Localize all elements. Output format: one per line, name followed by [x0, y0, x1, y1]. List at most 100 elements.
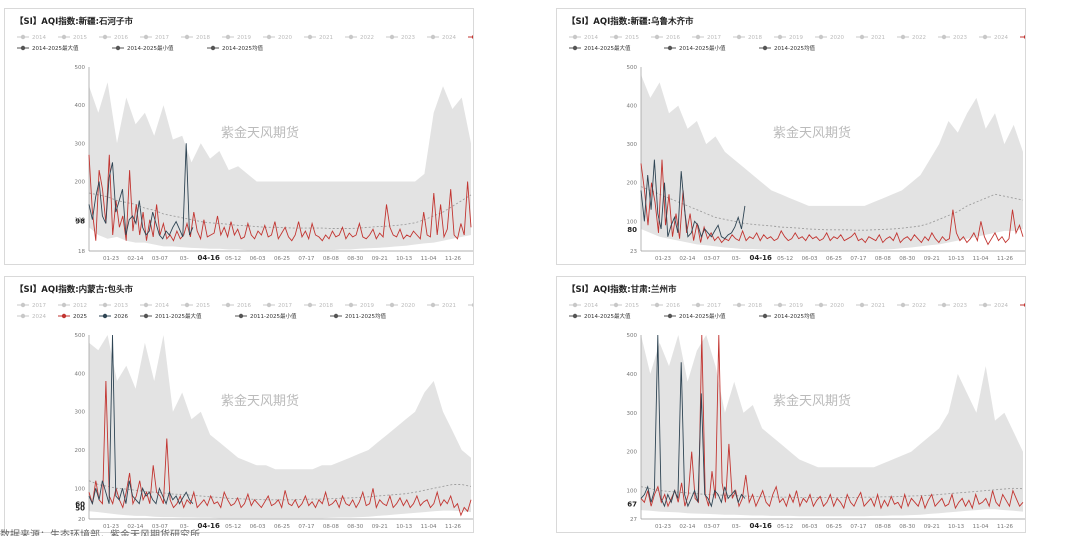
series-line-2026 — [640, 159, 746, 240]
legend-item[interactable]: 2022 — [897, 302, 926, 309]
svg-text:2021: 2021 — [871, 35, 885, 41]
legend-item[interactable]: 2021 — [856, 34, 885, 41]
legend-item[interactable]: 2025 — [58, 313, 87, 320]
legend-item[interactable]: 2025 — [1020, 35, 1026, 41]
legend-item[interactable]: 2020 — [815, 34, 844, 41]
legend-item[interactable]: 2014-2025最小值 — [112, 44, 174, 52]
legend-item[interactable]: 2020 — [815, 302, 844, 309]
x-tick-label: 03- — [732, 524, 741, 530]
legend-item[interactable]: 2014 — [569, 302, 598, 309]
legend-item[interactable]: 2014-2025均值 — [207, 44, 263, 52]
legend-item[interactable]: 2012 — [58, 302, 87, 309]
svg-text:2020: 2020 — [830, 35, 844, 41]
legend-item[interactable]: 2011-2025最大值 — [140, 312, 202, 320]
legend-item[interactable]: 2013 — [99, 302, 128, 309]
y-tick-label: 400 — [627, 372, 638, 378]
legend-item[interactable]: 2025 — [1020, 303, 1026, 309]
y-tick-label: 200 — [627, 450, 638, 456]
legend-item[interactable]: 2017 — [692, 302, 721, 309]
legend-item[interactable]: 2022 — [468, 303, 474, 309]
legend-item[interactable]: 2019 — [345, 302, 374, 309]
legend-item[interactable]: 2022 — [897, 34, 926, 41]
legend-item[interactable]: 2011-2025最小值 — [235, 312, 297, 320]
legend-item[interactable]: 2020 — [263, 34, 292, 41]
x-tick-label: 10-13 — [396, 524, 412, 530]
legend-item[interactable]: 2017 — [692, 34, 721, 41]
x-tick-label: 07-17 — [298, 256, 314, 262]
x-tick-label: 06-03 — [250, 256, 266, 262]
legend-item[interactable]: 2019 — [222, 34, 251, 41]
legend-item[interactable]: 2025 — [468, 35, 474, 41]
legend-item[interactable]: 2014-2025最大值 — [569, 312, 631, 320]
x-tick-label: 08-08 — [875, 524, 891, 530]
x-tick-label: 04-16 — [750, 522, 773, 530]
legend-item[interactable]: 2023 — [938, 34, 967, 41]
svg-text:2017: 2017 — [155, 35, 169, 41]
x-tick-label: 02-14 — [679, 524, 695, 530]
svg-text:2014-2025最大值: 2014-2025最大值 — [584, 312, 631, 320]
svg-text:2011-2025均值: 2011-2025均值 — [345, 312, 386, 320]
chart-title: 【SI】AQI指数:内蒙古:包头市 — [15, 284, 134, 295]
source-note: 数据来源：生态环境部，紫金天风期货研究所 — [0, 530, 200, 536]
svg-text:2019: 2019 — [360, 303, 374, 309]
legend-item[interactable]: 2014-2025最小值 — [664, 44, 726, 52]
legend-item[interactable]: 2024 — [979, 34, 1008, 41]
x-tick-label: 06-25 — [826, 256, 842, 262]
legend-item[interactable]: 2024 — [979, 302, 1008, 309]
svg-text:2016: 2016 — [666, 35, 680, 41]
legend-item[interactable]: 2014-2025均值 — [759, 44, 815, 52]
legend-item[interactable]: 2021 — [856, 302, 885, 309]
legend-item[interactable]: 2017 — [140, 34, 169, 41]
legend-item[interactable]: 2018 — [733, 34, 762, 41]
series-line-2025 — [88, 154, 472, 242]
legend-item[interactable]: 2017 — [17, 302, 46, 309]
chart-svg: 【SI】AQI指数:新疆:乌鲁木齐市 2014 2015 2016 2017 2018 20… — [567, 16, 1026, 262]
svg-text:2021: 2021 — [319, 35, 333, 41]
legend-item[interactable]: 2014 — [140, 302, 169, 309]
legend-item[interactable]: 2014-2025最小值 — [664, 312, 726, 320]
legend-item[interactable]: 2015 — [181, 302, 210, 309]
legend-item[interactable]: 2014-2025最大值 — [569, 44, 631, 52]
x-tick-label: 08-08 — [323, 256, 339, 262]
svg-text:2014-2025最小值: 2014-2025最小值 — [127, 44, 174, 52]
x-tick-label: 11-26 — [445, 256, 461, 262]
y-tick-label: 300 — [75, 410, 86, 416]
legend-item[interactable]: 2017 — [263, 302, 292, 309]
x-tick-label: 11-04 — [421, 256, 437, 262]
legend-item[interactable]: 2016 — [651, 34, 680, 41]
legend-item[interactable]: 2019 — [774, 34, 803, 41]
legend-item[interactable]: 2021 — [304, 34, 333, 41]
svg-text:2023: 2023 — [953, 303, 967, 309]
legend-item[interactable]: 2021 — [427, 302, 456, 309]
legend-item[interactable]: 2014 — [17, 34, 46, 41]
legend-item[interactable]: 2026 — [99, 313, 128, 320]
mean-line — [88, 480, 472, 501]
legend-item[interactable]: 2014 — [569, 34, 598, 41]
series-line-2026 — [88, 143, 194, 240]
legend-item[interactable]: 2016 — [222, 302, 251, 309]
svg-text:2020: 2020 — [278, 35, 292, 41]
legend-item[interactable]: 2023 — [938, 302, 967, 309]
legend-item[interactable]: 2023 — [386, 34, 415, 41]
legend-item[interactable]: 2014-2025最大值 — [17, 44, 79, 52]
legend-item[interactable]: 2019 — [774, 302, 803, 309]
legend-item[interactable]: 2011-2025均值 — [330, 312, 386, 320]
legend-item[interactable]: 2024 — [427, 34, 456, 41]
legend-item[interactable]: 2018 — [733, 302, 762, 309]
legend-item[interactable]: 2016 — [99, 34, 128, 41]
legend-item[interactable]: 2015 — [58, 34, 87, 41]
svg-text:2017: 2017 — [32, 303, 46, 309]
legend-item[interactable]: 2022 — [345, 34, 374, 41]
legend-item[interactable]: 2016 — [651, 302, 680, 309]
legend-item[interactable]: 2020 — [386, 302, 415, 309]
legend-item[interactable]: 2014-2025均值 — [759, 312, 815, 320]
legend-item[interactable]: 2018 — [304, 302, 333, 309]
legend-item[interactable]: 2024 — [17, 313, 46, 320]
legend-item[interactable]: 2018 — [181, 34, 210, 41]
legend-item[interactable]: 2015 — [610, 34, 639, 41]
y-tick-label: 400 — [75, 371, 86, 377]
watermark: 紫金天风期货 — [221, 125, 299, 141]
legend-item[interactable]: 2015 — [610, 302, 639, 309]
series-line-2026 — [640, 334, 746, 508]
x-tick-label: 06-03 — [802, 256, 818, 262]
